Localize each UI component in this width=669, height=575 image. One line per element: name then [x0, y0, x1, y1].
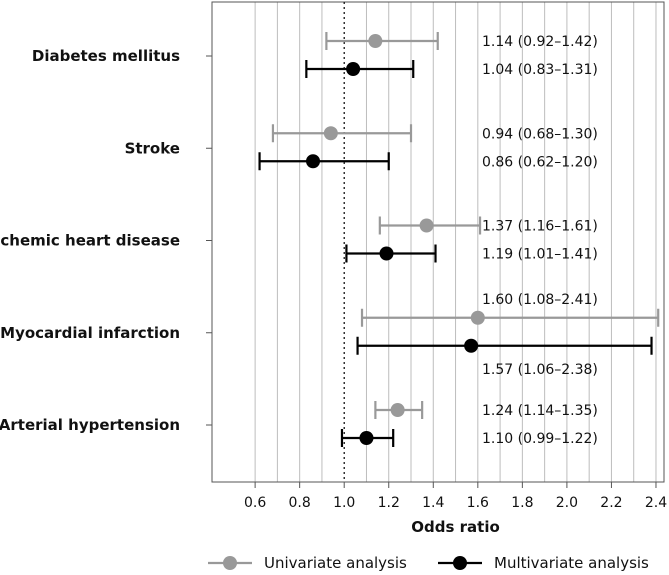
univariate-estimate [378, 216, 482, 235]
category-label: Stroke [125, 139, 180, 157]
multivariate-estimate [356, 336, 653, 355]
x-tick-label: 2.0 [556, 495, 578, 511]
univariate-point [323, 126, 338, 141]
multivariate-point [464, 338, 479, 353]
x-tick-label: 1.4 [422, 495, 444, 511]
multivariate-estimate [305, 60, 415, 78]
x-tick-label: 1.6 [467, 495, 489, 511]
multivariate-point [346, 62, 361, 76]
category-label: Ischemic heart disease [0, 232, 180, 250]
legend: Univariate analysis Multivariate analysis [208, 554, 649, 572]
multivariate-value-label: 1.57 (1.06–2.38) [482, 362, 598, 378]
legend-label: Univariate analysis [264, 554, 407, 572]
multivariate-value-label: 1.04 (0.83–1.31) [482, 62, 598, 78]
grid [211, 1, 665, 483]
category-label: Arterial hypertension [0, 416, 180, 434]
univariate-estimate [360, 308, 660, 327]
x-tick-label: 2.4 [645, 495, 667, 511]
multivariate-estimate [258, 152, 390, 171]
univariate-value-label: 0.94 (0.68–1.30) [482, 126, 598, 142]
category-label: Myocardial infarction [0, 324, 180, 342]
legend-marker [223, 556, 237, 570]
univariate-value-label: 1.37 (1.16–1.61) [482, 219, 598, 235]
legend-marker [453, 556, 467, 570]
univariate-point [368, 34, 383, 48]
multivariate-point [306, 154, 321, 169]
multivariate-value-label: 0.86 (0.62–1.20) [482, 154, 598, 170]
multivariate-point [359, 431, 374, 445]
multivariate-value-label: 1.10 (0.99–1.22) [482, 431, 598, 447]
multivariate-point [379, 246, 394, 261]
x-tick-label: 1.2 [378, 495, 400, 511]
x-tick-label: 1.8 [511, 495, 533, 511]
univariate-estimate [271, 124, 413, 143]
legend-multivariate: Multivariate analysis [438, 554, 649, 572]
univariate-value-label: 1.14 (0.92–1.42) [482, 34, 598, 50]
x-tick-label: 2.2 [600, 495, 622, 511]
univariate-estimate [374, 401, 424, 419]
legend-univariate: Univariate analysis [208, 554, 407, 572]
x-tick-label: 0.8 [289, 495, 311, 511]
univariate-estimate [325, 32, 439, 50]
x-tick-label: 0.6 [244, 495, 266, 511]
univariate-value-label: 1.24 (1.14–1.35) [482, 403, 598, 419]
x-tick-label: 1.0 [333, 495, 355, 511]
legend-label: Multivariate analysis [494, 554, 649, 572]
data-layer: 1.14 (0.92–1.42) 1.04 (0.83–1.31) 0.94 (0.… [258, 32, 660, 447]
univariate-point [419, 218, 434, 233]
multivariate-estimate [340, 429, 395, 447]
univariate-point [470, 310, 485, 325]
univariate-value-label: 1.60 (1.08–2.41) [482, 292, 598, 308]
plot-frame [211, 1, 665, 483]
x-axis-title: Odds ratio [411, 518, 500, 536]
univariate-point [390, 403, 405, 417]
category-labels: Diabetes mellitus Stroke Ischemic heart di… [0, 47, 212, 434]
category-label: Diabetes mellitus [32, 47, 180, 65]
multivariate-value-label: 1.19 (1.01–1.41) [482, 247, 598, 263]
multivariate-estimate [345, 244, 437, 263]
x-axis: 0.6 0.8 1.0 1.2 1.4 1.6 1.8 2.0 2.2 2.4 Odds ratio [244, 482, 667, 536]
